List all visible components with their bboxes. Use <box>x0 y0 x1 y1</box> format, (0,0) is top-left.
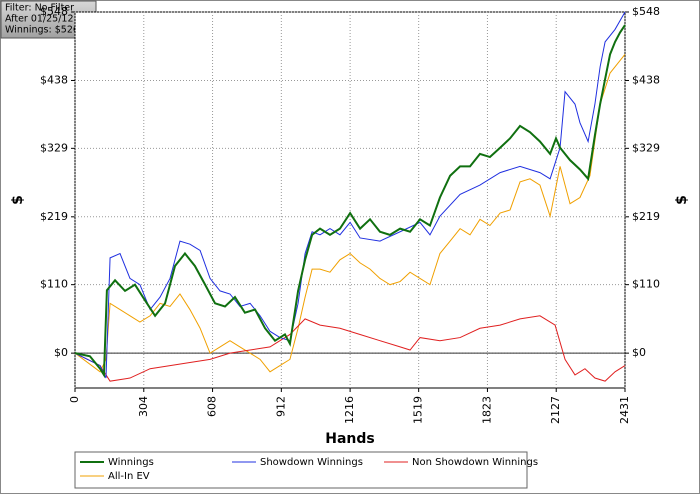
plot-area <box>74 11 626 389</box>
y2-tick-label: $219 <box>632 210 660 223</box>
x-tick-label: 1823 <box>480 396 493 424</box>
y-tick-label: $0 <box>54 346 68 359</box>
legend-label: All-In EV <box>108 471 150 482</box>
y-tick-label: $110 <box>40 278 68 291</box>
y2-tick-label: $548 <box>632 5 660 18</box>
y2-tick-label: $0 <box>632 346 646 359</box>
x-tick-label: 0 <box>68 396 81 403</box>
y-tick-label: $219 <box>40 210 68 223</box>
info-line: Filter: No Filter <box>5 3 74 14</box>
legend-label: Non Showdown Winnings <box>412 457 538 468</box>
x-tick-label: 912 <box>274 396 287 417</box>
series-line <box>74 11 626 379</box>
x-axis-label: Hands <box>325 431 375 447</box>
y-tick-label: $548 <box>40 5 68 18</box>
y2-tick-label: $329 <box>632 141 660 154</box>
x-tick-label: 608 <box>206 396 219 417</box>
legend-label: Showdown Winnings <box>260 457 363 468</box>
x-tick-label: 2127 <box>549 396 562 424</box>
series-line <box>74 54 626 373</box>
y-axis-label: $ <box>10 195 26 205</box>
y2-tick-label: $438 <box>632 73 660 86</box>
x-tick-label: 2431 <box>618 396 631 424</box>
series-line <box>74 315 626 382</box>
legend-box <box>74 451 528 489</box>
series-line <box>74 24 626 379</box>
x-tick-label: 304 <box>137 396 150 417</box>
y2-axis-label: $ <box>674 195 690 205</box>
legend-label: Winnings <box>108 457 154 468</box>
y-tick-label: $329 <box>40 141 68 154</box>
y2-tick-label: $110 <box>632 278 660 291</box>
x-tick-label: 1519 <box>412 396 425 424</box>
info-line: Winnings: $526.55 <box>5 25 94 36</box>
info-line: After 01/25/12 00:00:58 <box>5 14 119 25</box>
y-tick-label: $438 <box>40 73 68 86</box>
x-tick-label: 1216 <box>343 396 356 424</box>
